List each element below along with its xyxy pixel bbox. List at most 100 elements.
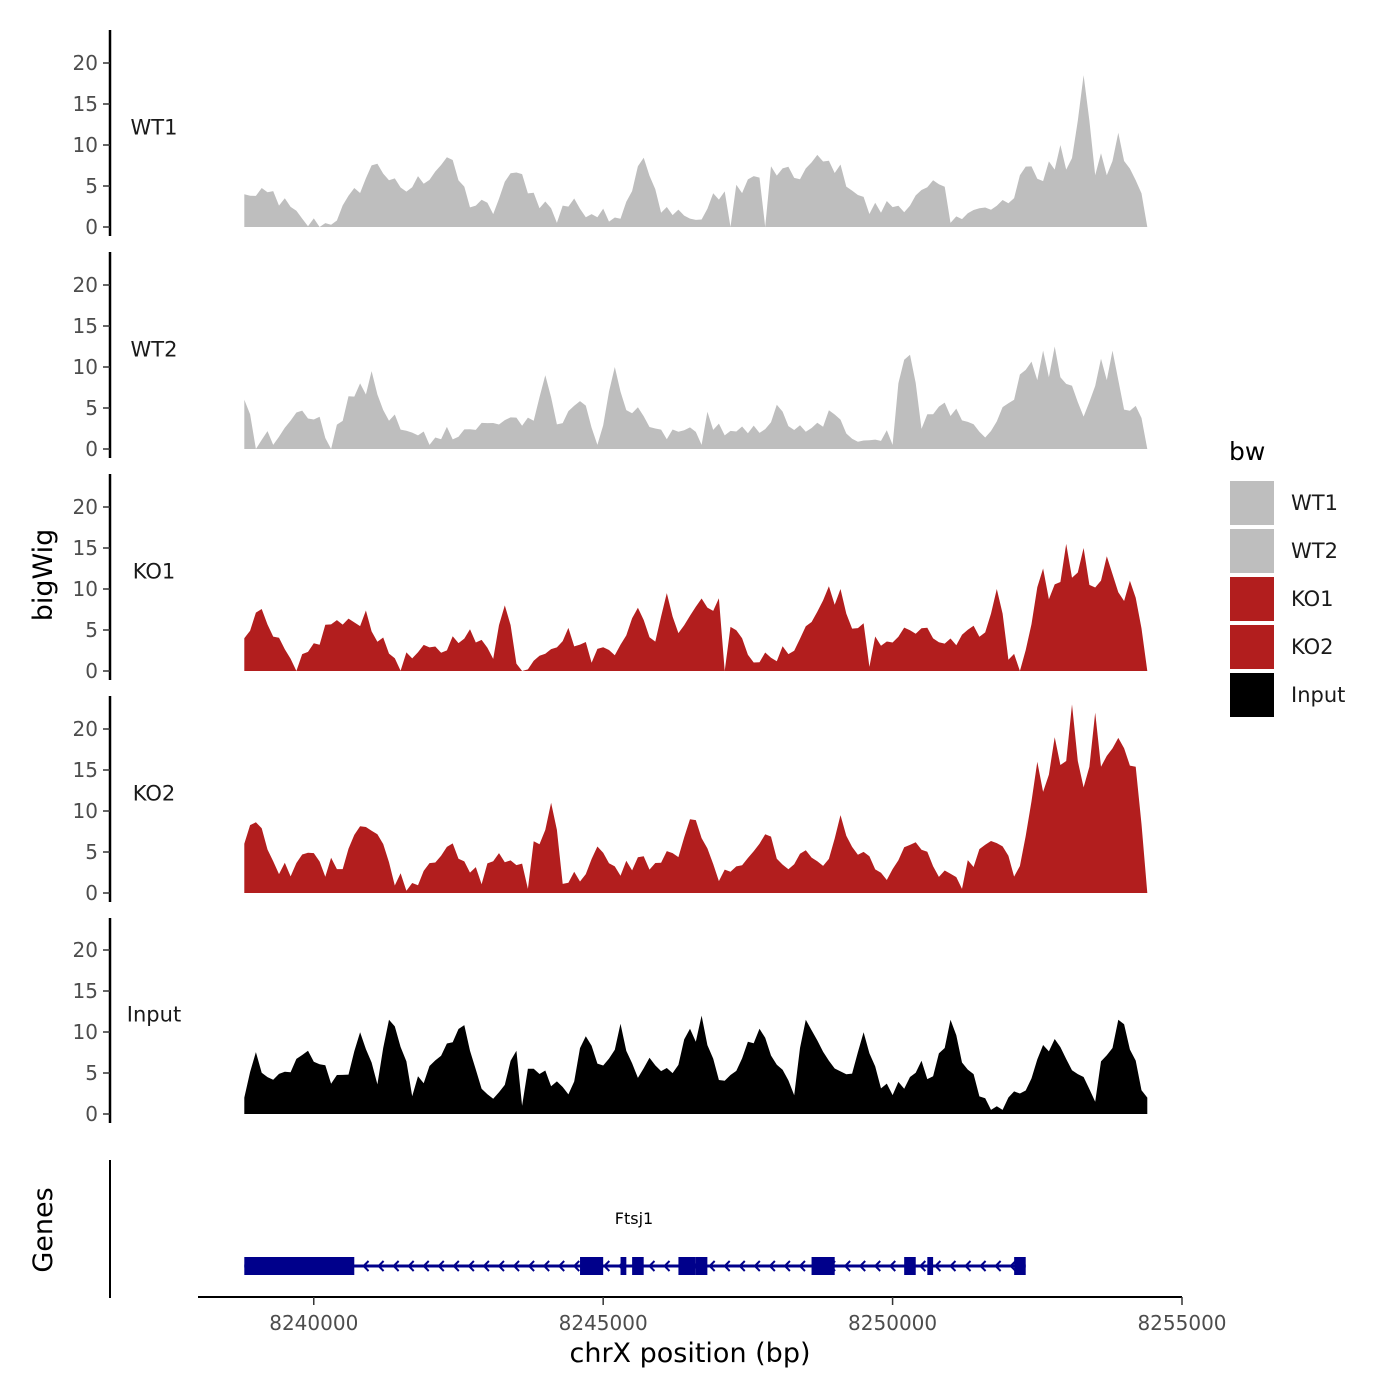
y-tick-label: 15 bbox=[73, 314, 98, 338]
y-tick-label: 5 bbox=[85, 1061, 98, 1085]
strand-arrow bbox=[663, 1260, 671, 1272]
legend-label-wt1: WT1 bbox=[1291, 491, 1338, 515]
legend-swatch-wt1 bbox=[1228, 479, 1276, 527]
y-tick-label: 10 bbox=[73, 1020, 98, 1044]
legend-label-wt2: WT2 bbox=[1291, 539, 1338, 563]
gene-exon bbox=[580, 1257, 604, 1275]
strand-arrow bbox=[708, 1260, 716, 1272]
strand-arrow bbox=[648, 1260, 656, 1272]
track-label-input: Input bbox=[127, 1002, 181, 1026]
strand-arrow bbox=[843, 1260, 851, 1272]
gene-exon bbox=[632, 1257, 644, 1275]
strand-arrow bbox=[738, 1260, 746, 1272]
strand-arrow bbox=[467, 1260, 475, 1272]
gene-ftsj1 bbox=[244, 1257, 1026, 1275]
y-tick-label: 0 bbox=[85, 659, 98, 683]
strand-arrow bbox=[949, 1260, 957, 1272]
strand-arrow bbox=[934, 1260, 942, 1272]
gene-exon bbox=[904, 1257, 916, 1275]
strand-arrow bbox=[783, 1260, 791, 1272]
legend-swatch-input bbox=[1228, 671, 1276, 719]
track-label-ko2: KO2 bbox=[133, 781, 176, 805]
gene-exon bbox=[1014, 1257, 1026, 1275]
panel-ko1: 0 5 10 15 20 KO1 bbox=[73, 474, 1148, 683]
signal-area-input bbox=[244, 1015, 1148, 1114]
strand-arrow bbox=[888, 1260, 896, 1272]
legend-label-ko2: KO2 bbox=[1291, 635, 1334, 659]
strand-arrow bbox=[572, 1260, 580, 1272]
y-tick-label: 0 bbox=[85, 881, 98, 905]
y-tick-label: 0 bbox=[85, 437, 98, 461]
legend-swatch-wt2 bbox=[1228, 527, 1276, 575]
strand-arrow bbox=[437, 1260, 445, 1272]
signal-area-ko1 bbox=[244, 543, 1148, 671]
y-tick-label: 10 bbox=[73, 133, 98, 157]
y-tick-label: 15 bbox=[73, 979, 98, 1003]
x-axis-title: chrX position (bp) bbox=[569, 1338, 810, 1369]
gene-exon bbox=[811, 1257, 835, 1275]
y-tick-label: 0 bbox=[85, 1102, 98, 1126]
x-tick-label: 8245000 bbox=[559, 1311, 648, 1335]
y-tick-label: 5 bbox=[85, 840, 98, 864]
y-tick-label: 15 bbox=[73, 92, 98, 116]
strand-arrow bbox=[918, 1260, 927, 1272]
x-tick-label: 8240000 bbox=[269, 1311, 358, 1335]
strand-arrow bbox=[979, 1260, 987, 1272]
strand-arrow bbox=[964, 1260, 972, 1272]
strand-arrow bbox=[512, 1260, 520, 1272]
strand-arrow bbox=[482, 1260, 490, 1272]
gene-track: Ftsj1 bbox=[109, 1160, 1026, 1298]
strand-arrow bbox=[542, 1260, 550, 1272]
y-tick-label: 10 bbox=[73, 577, 98, 601]
strand-arrow bbox=[377, 1260, 385, 1272]
panel-input: 0 5 10 15 20 Input bbox=[73, 918, 1148, 1126]
panel-wt1: 0 5 10 15 20 WT1 bbox=[73, 30, 1148, 239]
strand-arrow bbox=[452, 1260, 460, 1272]
strand-arrow bbox=[994, 1260, 1002, 1272]
y-tick-label: 5 bbox=[85, 618, 98, 642]
gene-exon bbox=[927, 1257, 934, 1275]
strand-arrow bbox=[873, 1260, 881, 1272]
y-tick-label: 20 bbox=[73, 495, 98, 519]
y-tick-label: 10 bbox=[73, 355, 98, 379]
legend: bw WT1 WT2 KO1 KO2 Input bbox=[1228, 437, 1345, 719]
y-tick-label: 5 bbox=[85, 174, 98, 198]
signal-area-wt1 bbox=[244, 75, 1148, 227]
panel-wt2: 0 5 10 15 20 WT2 bbox=[73, 252, 1148, 461]
legend-title: bw bbox=[1229, 437, 1265, 466]
y-tick-label: 5 bbox=[85, 396, 98, 420]
x-tick-label: 8250000 bbox=[848, 1311, 937, 1335]
gene-exon bbox=[695, 1257, 708, 1275]
strand-arrow bbox=[753, 1260, 761, 1272]
strand-arrow bbox=[407, 1260, 415, 1272]
legend-label-input: Input bbox=[1291, 683, 1345, 707]
strand-arrow bbox=[723, 1260, 731, 1272]
strand-arrow bbox=[422, 1260, 430, 1272]
x-axis: 8240000 8245000 8250000 8255000 chrX positi… bbox=[198, 1296, 1227, 1369]
strand-arrow bbox=[1009, 1260, 1017, 1272]
legend-label-ko1: KO1 bbox=[1291, 587, 1334, 611]
y-tick-label: 20 bbox=[73, 717, 98, 741]
gene-exon bbox=[678, 1257, 696, 1275]
signal-area-ko2 bbox=[244, 704, 1148, 893]
panel-ko2: 0 5 10 15 20 KO2 bbox=[73, 696, 1148, 905]
y-tick-label: 0 bbox=[85, 215, 98, 239]
y-axis-title-bigwig: bigWig bbox=[28, 529, 59, 622]
strand-arrow bbox=[768, 1260, 776, 1272]
legend-swatch-ko1 bbox=[1228, 575, 1276, 623]
strand-arrow bbox=[798, 1260, 806, 1272]
strand-arrow bbox=[557, 1260, 565, 1272]
strand-arrow bbox=[858, 1260, 866, 1272]
track-label-wt2: WT2 bbox=[131, 337, 178, 361]
strand-arrow bbox=[362, 1260, 370, 1272]
y-tick-label: 10 bbox=[73, 799, 98, 823]
y-tick-label: 20 bbox=[73, 273, 98, 297]
track-label-wt1: WT1 bbox=[131, 115, 178, 139]
x-tick-label: 8255000 bbox=[1137, 1311, 1226, 1335]
y-tick-label: 20 bbox=[73, 51, 98, 75]
legend-swatch-ko2 bbox=[1228, 623, 1276, 671]
y-tick-label: 15 bbox=[73, 536, 98, 560]
y-tick-label: 15 bbox=[73, 758, 98, 782]
gene-label: Ftsj1 bbox=[615, 1209, 653, 1228]
